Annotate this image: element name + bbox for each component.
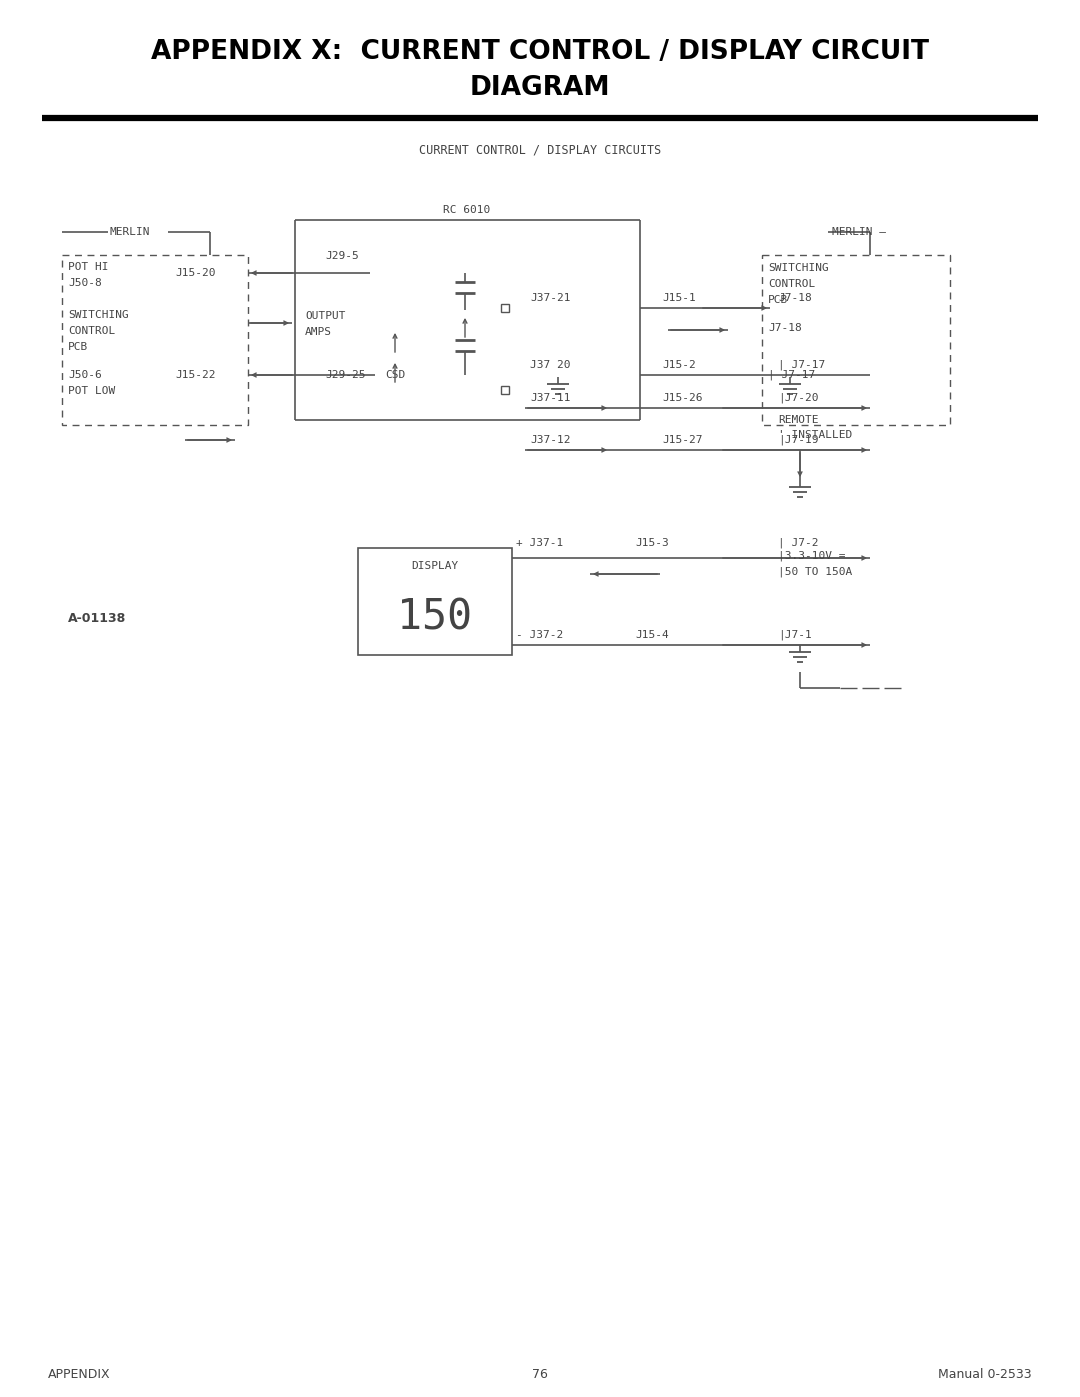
Text: + J37-1: + J37-1: [516, 538, 564, 548]
Text: | J7-2: | J7-2: [778, 538, 819, 548]
Text: J15-26: J15-26: [662, 393, 702, 402]
Text: POT HI: POT HI: [68, 263, 108, 272]
Text: CONTROL: CONTROL: [768, 279, 815, 289]
Text: SWITCHING: SWITCHING: [68, 310, 129, 320]
Text: APPENDIX X:  CURRENT CONTROL / DISPLAY CIRCUIT: APPENDIX X: CURRENT CONTROL / DISPLAY CI…: [151, 39, 929, 66]
Text: CSD: CSD: [384, 370, 405, 380]
Text: J15-3: J15-3: [635, 538, 669, 548]
Text: CONTROL: CONTROL: [68, 326, 116, 337]
Text: | J7-17: | J7-17: [768, 370, 815, 380]
Text: |J7-19: |J7-19: [778, 434, 819, 446]
Text: J15-4: J15-4: [635, 630, 669, 640]
Text: J15-27: J15-27: [662, 434, 702, 446]
Text: OUTPUT: OUTPUT: [305, 312, 346, 321]
Text: J29-25: J29-25: [325, 370, 365, 380]
Text: |J7-1: |J7-1: [778, 630, 812, 640]
Bar: [357, 548, 512, 655]
Text: J15-1: J15-1: [662, 293, 696, 303]
Text: REMOTE: REMOTE: [778, 415, 819, 425]
Text: |3.3-10V =: |3.3-10V =: [778, 550, 846, 562]
Text: 150: 150: [397, 597, 473, 638]
Text: SWITCHING: SWITCHING: [768, 263, 828, 272]
Text: A-01138: A-01138: [68, 612, 126, 624]
Text: MERLIN —: MERLIN —: [832, 226, 886, 237]
Bar: [501, 305, 509, 312]
Text: J37-11: J37-11: [530, 393, 570, 402]
Text: J15-22: J15-22: [175, 370, 216, 380]
Text: - J37-2: - J37-2: [516, 630, 564, 640]
Text: Manual 0-2533: Manual 0-2533: [939, 1369, 1032, 1382]
Text: RC 6010: RC 6010: [444, 205, 490, 215]
Text: J29-5: J29-5: [325, 251, 359, 261]
Text: DISPLAY: DISPLAY: [411, 562, 459, 571]
Text: J15-2: J15-2: [662, 360, 696, 370]
Bar: [501, 386, 509, 394]
Text: DIAGRAM: DIAGRAM: [470, 75, 610, 101]
Text: ' INSTALLED: ' INSTALLED: [778, 430, 852, 440]
Text: J7-18: J7-18: [778, 293, 812, 303]
Text: MERLIN: MERLIN: [110, 226, 150, 237]
Text: J15-20: J15-20: [175, 268, 216, 278]
Text: | J7-17: | J7-17: [778, 360, 825, 370]
Text: |J7-20: |J7-20: [778, 393, 819, 404]
Text: J37 20: J37 20: [530, 360, 570, 370]
Text: POT LOW: POT LOW: [68, 386, 116, 395]
Text: |50 TO 150A: |50 TO 150A: [778, 567, 852, 577]
Text: APPENDIX: APPENDIX: [48, 1369, 110, 1382]
Text: J7-18: J7-18: [768, 323, 801, 332]
Text: 76: 76: [532, 1369, 548, 1382]
Text: PCB: PCB: [768, 295, 788, 305]
Text: CURRENT CONTROL / DISPLAY CIRCUITS: CURRENT CONTROL / DISPLAY CIRCUITS: [419, 144, 661, 156]
Text: J50-8: J50-8: [68, 278, 102, 288]
Text: J50-6: J50-6: [68, 370, 102, 380]
Text: AMPS: AMPS: [305, 327, 332, 337]
Text: J37-21: J37-21: [530, 293, 570, 303]
Text: PCB: PCB: [68, 342, 89, 352]
Text: J37-12: J37-12: [530, 434, 570, 446]
